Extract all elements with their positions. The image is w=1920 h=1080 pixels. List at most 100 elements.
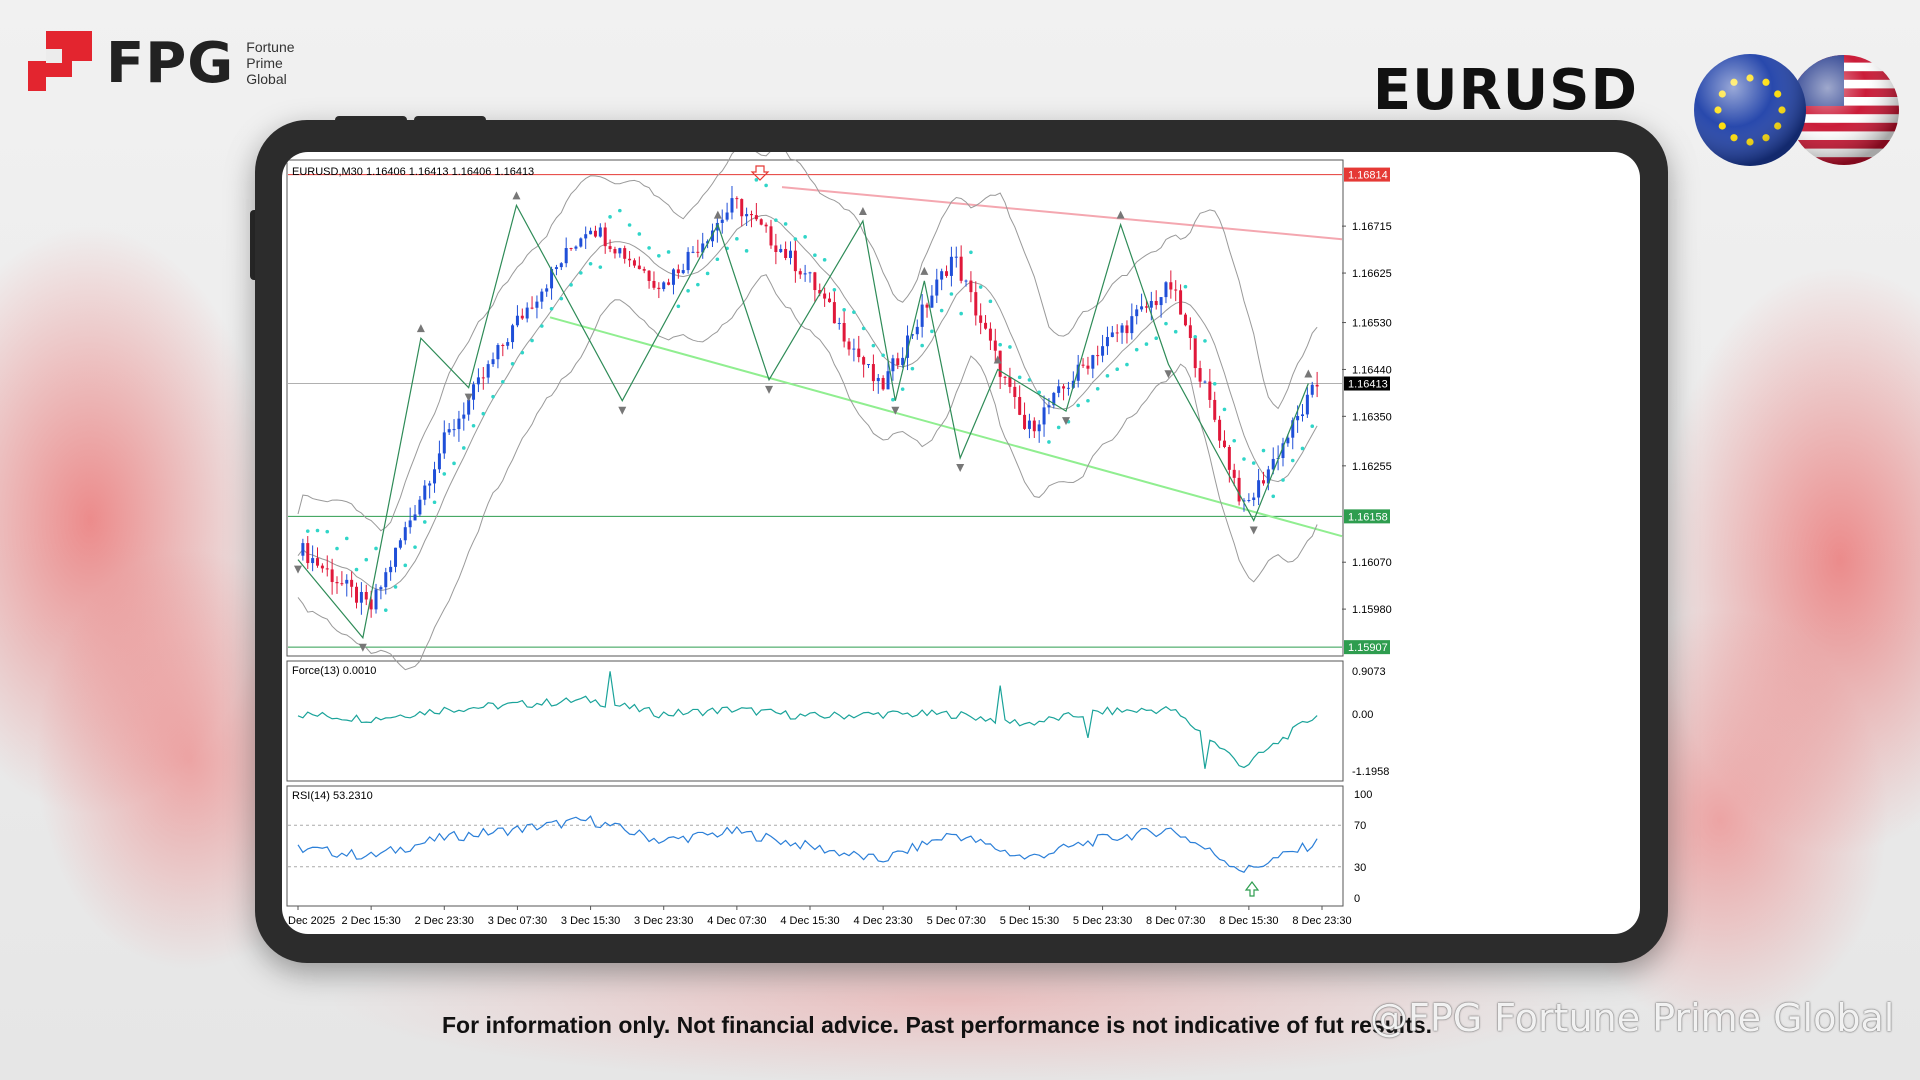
psar-dot [1300, 446, 1305, 451]
psar-dot [627, 223, 632, 227]
candle-body [472, 384, 476, 400]
price-tag-low-bg [1344, 640, 1390, 655]
candle-body [1300, 414, 1304, 417]
time-tick-label: 5 Dec 07:30 [927, 915, 986, 927]
candle-body [301, 543, 305, 556]
price-tag-resistance-bg [1344, 167, 1390, 182]
sell-signal-arrow-icon [750, 165, 770, 181]
psar-dot [1017, 375, 1022, 380]
time-tick-label: Dec 2025 [288, 915, 335, 927]
psar-dot [393, 585, 398, 589]
chart-screen[interactable]: 1.16715 1.16625 1.16530 1.16440 1.16350 1.162… [282, 152, 1640, 934]
psar-dot [666, 250, 671, 254]
candle-body [735, 198, 739, 200]
candle-body [1135, 309, 1139, 317]
candle-body [1247, 500, 1251, 502]
psar-dot [1261, 448, 1266, 453]
price-tick-label: 1.15980 [1352, 604, 1392, 616]
candle-body [574, 246, 578, 249]
candle-body [657, 287, 661, 290]
candle-body [623, 248, 627, 259]
price-tick-label: 1.16070 [1352, 557, 1392, 569]
candle-body [632, 260, 636, 266]
time-tick-label: 3 Dec 07:30 [488, 915, 547, 927]
candle-body [1032, 420, 1036, 432]
candle-body [442, 432, 446, 454]
psar-dot [491, 394, 495, 399]
psar-dot [1056, 425, 1061, 430]
candle-body [467, 399, 471, 415]
candle-body [906, 335, 910, 358]
psar-dot [520, 350, 525, 355]
candle-body [394, 547, 398, 567]
candle-body [335, 582, 339, 584]
candle-body [920, 304, 924, 327]
psar-dot [774, 218, 778, 222]
candle-body [496, 345, 500, 360]
time-tick-label: 4 Dec 23:30 [853, 915, 912, 927]
trading-chart[interactable]: 1.16715 1.16625 1.16530 1.16440 1.16350 1.162… [282, 152, 1640, 934]
psar-dot [900, 387, 905, 391]
candle-body [530, 307, 534, 309]
candle-body [618, 248, 622, 254]
psar-dot [764, 183, 768, 188]
candle-body [559, 263, 563, 268]
candle-body [1101, 346, 1105, 356]
psar-dot [374, 546, 378, 551]
rsi-label: RSI(14) 53.2310 [292, 790, 373, 802]
candle-body [837, 322, 841, 324]
candle-body [993, 340, 997, 351]
candle-body [1257, 480, 1261, 498]
time-tick-label: 4 Dec 15:30 [780, 915, 839, 927]
candle-body [330, 569, 334, 583]
candle-body [949, 256, 953, 276]
candle-body [852, 348, 856, 350]
candle-body [1081, 364, 1085, 366]
force-panel [286, 660, 1344, 782]
bollinger-lower [297, 274, 1318, 671]
candle-body [520, 315, 524, 319]
candle-body [535, 301, 539, 308]
candle-body [1266, 469, 1270, 484]
psar-dot [608, 215, 612, 219]
candle-body [462, 414, 466, 419]
candle-body [550, 269, 554, 289]
candle-body [515, 315, 519, 326]
candle-body [1091, 355, 1095, 369]
tablet-side-button [250, 210, 258, 280]
psar-dot [803, 235, 807, 239]
time-tick-label: 2 Dec 23:30 [415, 915, 474, 927]
candle-body [1193, 337, 1197, 369]
candle-body [862, 357, 866, 365]
candle-body [1027, 420, 1031, 429]
candle-body [1222, 440, 1226, 447]
psar-dot [1232, 438, 1237, 443]
candle-body [828, 298, 832, 303]
candle-body [696, 251, 700, 253]
fractal-arrow [1062, 417, 1070, 426]
price-tag-low: 1.15907 [1348, 642, 1388, 654]
candle-body [867, 364, 871, 366]
candle-body [389, 566, 393, 573]
candle-body [1066, 387, 1070, 389]
fractal-arrow [1116, 210, 1125, 219]
brand-sub-1: Fortune [246, 39, 295, 55]
candle-body [652, 280, 656, 288]
psar-dot [354, 567, 359, 572]
psar-dot [510, 362, 515, 366]
fractal-arrow [765, 385, 774, 394]
candle-body [1305, 394, 1309, 415]
candle-body [671, 269, 675, 285]
candle-body [784, 248, 788, 258]
psar-dot [588, 262, 593, 266]
price-tag-resistance: 1.16814 [1348, 170, 1388, 182]
rsi-tick-label: 100 [1354, 789, 1372, 801]
rsi-line [297, 815, 1318, 873]
psar-dot [1310, 424, 1315, 429]
candle-body [945, 271, 949, 276]
price-tick-label: 1.16715 [1352, 221, 1392, 233]
psar-dot [1281, 478, 1285, 482]
psar-dot [813, 253, 817, 257]
psar-dot [471, 423, 476, 428]
candle-body [486, 364, 490, 378]
